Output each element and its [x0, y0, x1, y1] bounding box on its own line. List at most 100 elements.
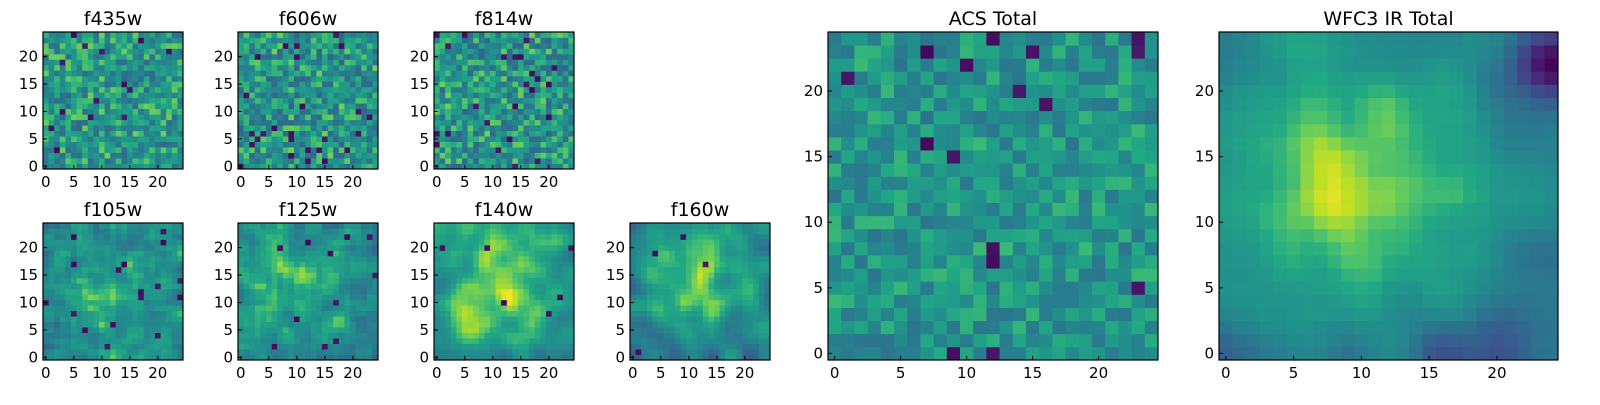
heatmap-cell: [647, 294, 653, 300]
heatmap-cell: [350, 92, 356, 98]
heatmap-cell: [947, 321, 961, 335]
heatmap-cell: [288, 278, 294, 284]
heatmap-cell: [60, 278, 66, 284]
heatmap-cell: [105, 54, 111, 60]
heatmap-cell: [675, 283, 681, 289]
heatmap-cell: [294, 43, 300, 49]
heatmap-cell: [753, 305, 759, 311]
x-tick-label: 5: [69, 173, 79, 191]
heatmap-cell: [529, 278, 535, 284]
heatmap-cell: [652, 311, 658, 317]
heatmap-cell: [451, 223, 457, 229]
heatmap-cell: [462, 114, 468, 120]
heatmap-cell: [356, 272, 362, 278]
heatmap-cell: [49, 228, 55, 234]
heatmap-cell: [841, 321, 855, 335]
heatmap-cell: [524, 311, 530, 317]
heatmap-cell: [333, 316, 339, 322]
heatmap-cell: [535, 120, 541, 126]
heatmap-cell: [501, 316, 507, 322]
heatmap-cell: [322, 228, 328, 234]
heatmap-cell: [479, 300, 485, 306]
heatmap-cell: [333, 300, 339, 306]
heatmap-cell: [127, 283, 133, 289]
heatmap-cell: [288, 136, 294, 142]
heatmap-cell: [828, 229, 842, 243]
heatmap-cell: [490, 103, 496, 109]
heatmap-cell: [759, 327, 765, 333]
heatmap-cell: [249, 43, 255, 49]
heatmap-cell: [266, 322, 272, 328]
heatmap-cell: [116, 109, 122, 115]
heatmap-cell: [630, 316, 636, 322]
heatmap-cell: [490, 54, 496, 60]
heatmap-cell: [105, 125, 111, 131]
heatmap-cell: [484, 333, 490, 339]
heatmap-cell: [748, 245, 754, 251]
heatmap-cell: [60, 344, 66, 350]
heatmap-cell: [277, 54, 283, 60]
heatmap-cell: [54, 228, 60, 234]
heatmap-cell: [149, 234, 155, 240]
heatmap-cell: [60, 59, 66, 65]
heatmap-cell: [686, 267, 692, 273]
heatmap-cell: [238, 294, 244, 300]
heatmap-cell: [753, 322, 759, 328]
heatmap-cell: [277, 223, 283, 229]
heatmap-cell: [496, 65, 502, 71]
heatmap-cell: [973, 163, 987, 177]
heatmap-cell: [288, 120, 294, 126]
heatmap-cell: [300, 131, 306, 137]
heatmap-cell: [841, 176, 855, 190]
heatmap-cell: [272, 327, 278, 333]
heatmap-cell: [161, 289, 167, 295]
heatmap-cell: [71, 234, 77, 240]
heatmap-cell: [742, 300, 748, 306]
heatmap-cell: [138, 142, 144, 148]
heatmap-cell: [563, 349, 569, 355]
heatmap-cell: [294, 32, 300, 38]
heatmap-cell: [277, 43, 283, 49]
heatmap-cell: [71, 147, 77, 153]
heatmap-cell: [641, 223, 647, 229]
heatmap-cell: [350, 327, 356, 333]
heatmap-cell: [868, 216, 882, 230]
heatmap-cell: [99, 142, 105, 148]
heatmap-cell: [155, 147, 161, 153]
heatmap-cell: [440, 92, 446, 98]
heatmap-cell: [344, 311, 350, 317]
heatmap-cell: [305, 327, 311, 333]
heatmap-cell: [473, 261, 479, 267]
heatmap-cell: [238, 43, 244, 49]
heatmap-cell: [339, 349, 345, 355]
heatmap-cell: [344, 81, 350, 87]
heatmap-cell: [322, 65, 328, 71]
heatmap-cell: [686, 344, 692, 350]
heatmap-cell: [664, 327, 670, 333]
heatmap-cell: [283, 65, 289, 71]
heatmap-cell: [49, 32, 55, 38]
heatmap-cell: [540, 300, 546, 306]
heatmap-cell: [322, 261, 328, 267]
heatmap-cell: [249, 289, 255, 295]
heatmap-cell: [93, 114, 99, 120]
heatmap-cell: [451, 37, 457, 43]
heatmap-cell: [669, 333, 675, 339]
heatmap-cell: [841, 347, 855, 361]
heatmap-cell: [93, 228, 99, 234]
x-tick-label: 15: [511, 173, 530, 191]
heatmap-cell: [479, 327, 485, 333]
heatmap-cell: [529, 333, 535, 339]
heatmap-cell: [277, 114, 283, 120]
heatmap-cell: [244, 322, 250, 328]
heatmap-cell: [720, 228, 726, 234]
heatmap-cell: [105, 109, 111, 115]
heatmap-cell: [172, 98, 178, 104]
heatmap-cell: [947, 176, 961, 190]
heatmap-cell: [266, 153, 272, 159]
heatmap-cell: [664, 228, 670, 234]
heatmap-cell: [529, 338, 535, 344]
heatmap-cell: [60, 349, 66, 355]
heatmap-cell: [445, 311, 451, 317]
heatmap-cell: [328, 65, 334, 71]
